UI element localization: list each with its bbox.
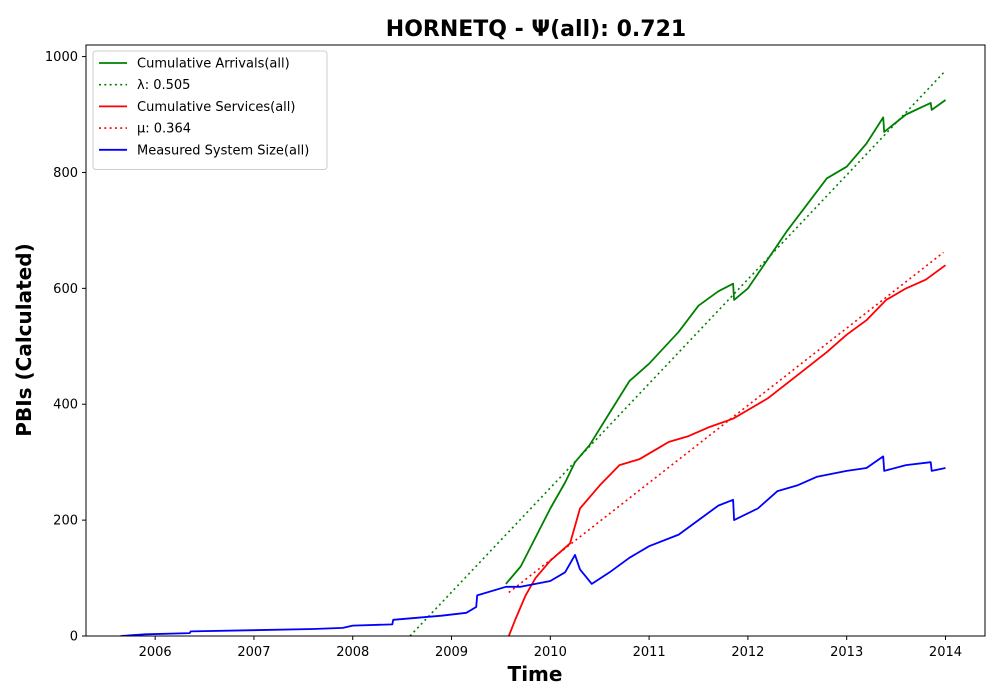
series-line-0: [505, 99, 947, 585]
legend-entry: Measured System Size(all): [137, 143, 309, 158]
x-axis-label: Time: [508, 662, 563, 686]
x-tick-label: 2010: [534, 645, 567, 660]
x-tick-label: 2014: [929, 645, 962, 660]
y-axis-label: PBIs (Calculated): [12, 243, 36, 436]
y-tick-label: 600: [53, 282, 78, 297]
series-line-3: [508, 251, 944, 594]
x-tick-label: 2013: [830, 645, 863, 660]
series-line-1: [409, 72, 945, 636]
legend-box: [92, 50, 328, 170]
axes-frame: [85, 44, 986, 637]
series-line-4: [120, 455, 946, 636]
x-tick-label: 2011: [633, 645, 666, 660]
y-tick-label: 800: [53, 166, 78, 181]
chart-title: HORNETQ - Ψ(all): 0.721: [386, 17, 686, 42]
legend-entry: λ: 0.505: [137, 78, 190, 93]
x-tick-label: 2007: [237, 645, 270, 660]
x-tick-label: 2012: [731, 645, 764, 660]
x-tick-label: 2009: [435, 645, 468, 660]
plot-area: [85, 44, 986, 637]
y-tick-label: 400: [53, 398, 78, 413]
y-tick-label: 1000: [45, 50, 78, 65]
x-tick-label: 2006: [139, 645, 172, 660]
y-tick-label: 0: [70, 630, 78, 645]
y-tick-label: 200: [53, 514, 78, 529]
series-line-2: [507, 264, 947, 636]
legend-entry: Cumulative Arrivals(all): [137, 57, 290, 72]
legend-entry: μ: 0.364: [137, 122, 191, 137]
x-axis: 2006 2007 2008 2009 2010 2011 2012 2013 2014: [139, 636, 962, 660]
legend: Cumulative Arrivals(all) λ: 0.505 Cumulati…: [92, 50, 328, 170]
x-tick-label: 2008: [336, 645, 369, 660]
legend-entry: Cumulative Services(all): [137, 100, 295, 115]
y-axis: 0 200 400 600 800 1000: [45, 50, 86, 645]
